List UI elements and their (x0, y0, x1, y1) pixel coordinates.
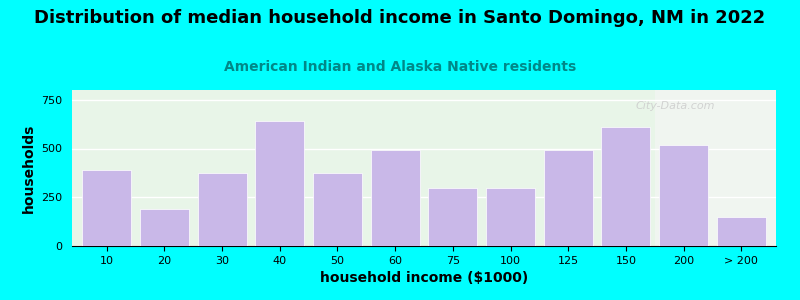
Bar (255, 121, 304, 246)
Bar (655, 90, 776, 246)
Bar (140, 209, 189, 246)
Bar (659, 145, 708, 246)
X-axis label: household income ($1000): household income ($1000) (320, 271, 528, 285)
Bar (486, 188, 535, 246)
Bar (717, 217, 766, 246)
Bar (198, 173, 246, 246)
Bar (82, 170, 131, 246)
Text: Distribution of median household income in Santo Domingo, NM in 2022: Distribution of median household income … (34, 9, 766, 27)
Text: American Indian and Alaska Native residents: American Indian and Alaska Native reside… (224, 60, 576, 74)
Bar (370, 150, 420, 246)
Text: City-Data.com: City-Data.com (635, 101, 714, 111)
Bar (428, 188, 478, 246)
Bar (313, 173, 362, 246)
Bar (544, 150, 593, 246)
Y-axis label: households: households (22, 123, 35, 213)
Bar (602, 127, 650, 246)
Bar (72, 90, 655, 246)
